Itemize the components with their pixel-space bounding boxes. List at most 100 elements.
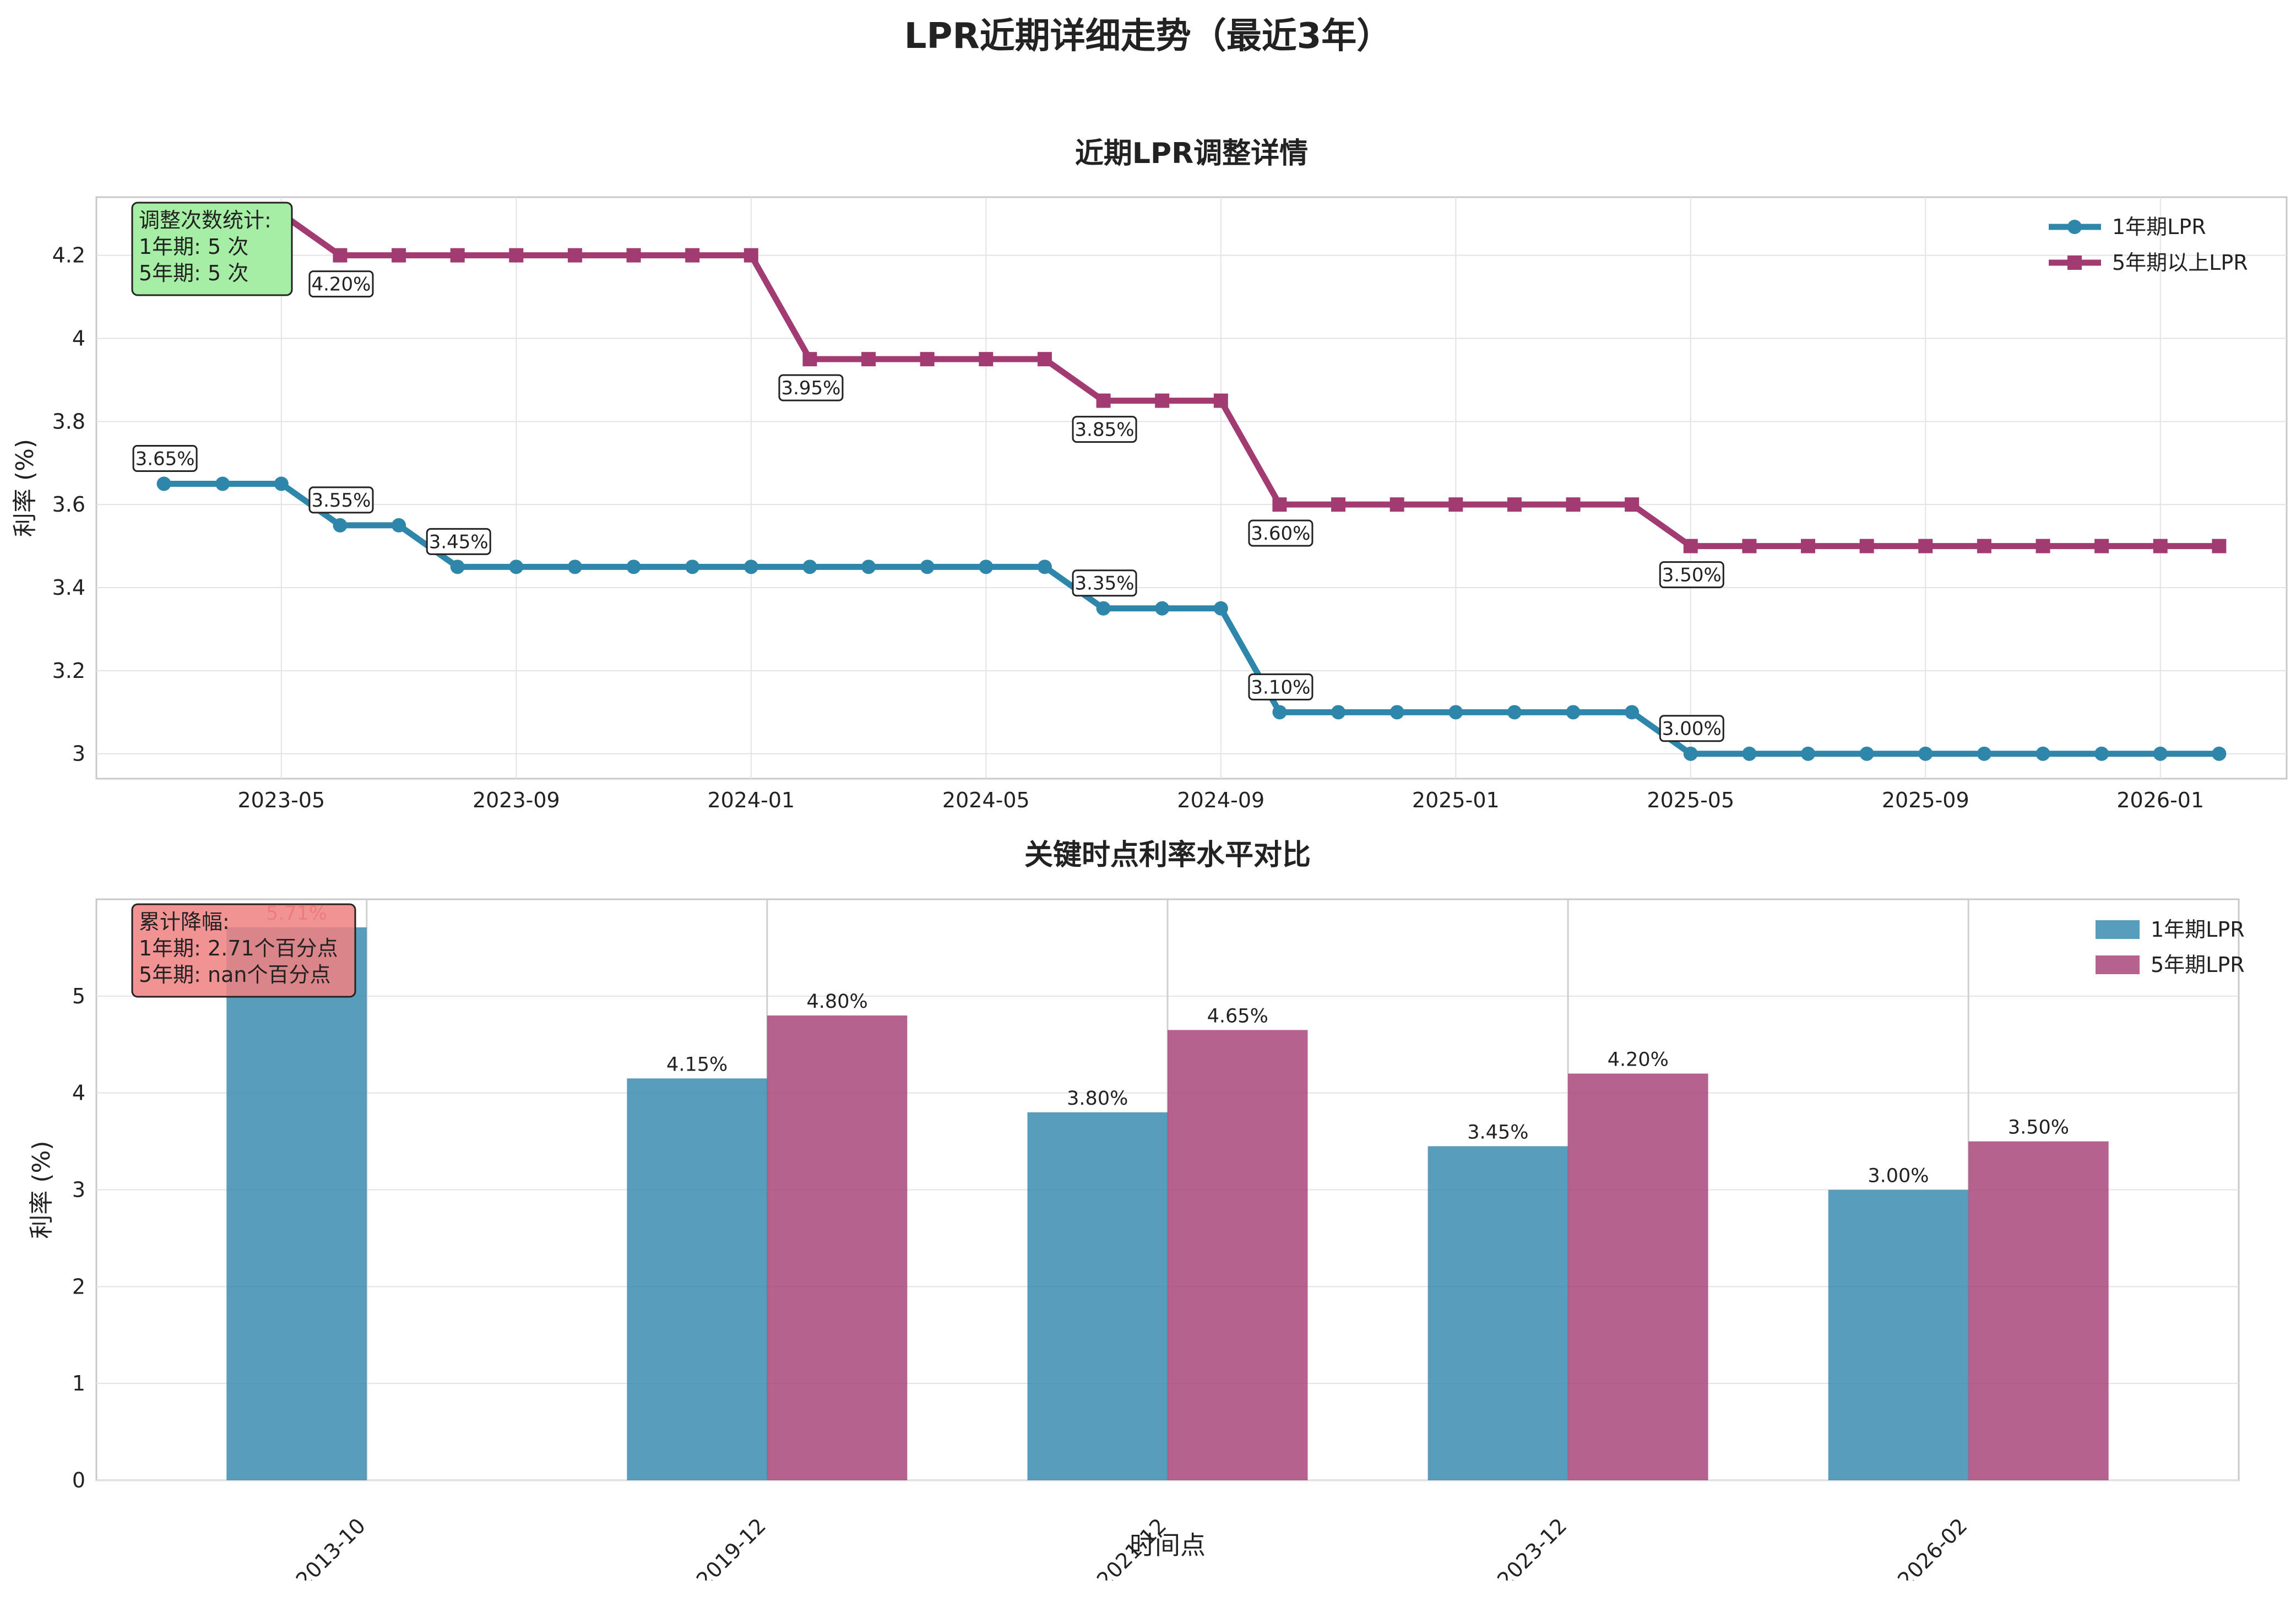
data-point xyxy=(392,248,406,263)
change-label-box xyxy=(778,374,844,401)
data-point xyxy=(626,248,641,263)
change-label-box xyxy=(308,270,374,298)
line-plot-area xyxy=(95,196,2288,780)
adjustment-count-box xyxy=(131,202,293,296)
info-box-line: 累计降幅: xyxy=(139,910,230,934)
data-point xyxy=(1389,497,1404,512)
data-point xyxy=(333,518,348,533)
data-point xyxy=(1331,705,1346,720)
change-label-box xyxy=(1659,561,1724,589)
x-tick-label: 2024-09 xyxy=(1177,788,1264,812)
legend-label: 1年期LPR xyxy=(2151,917,2245,942)
bar xyxy=(1828,1190,1969,1480)
x-tick-label: 2026-02 xyxy=(1893,1513,1972,1580)
change-label: 3.10% xyxy=(1251,676,1310,698)
change-label: 3.65% xyxy=(135,448,195,470)
data-point xyxy=(450,560,465,574)
bar-value-label: 4.65% xyxy=(1207,1005,1268,1027)
data-point xyxy=(802,352,817,367)
y-tick-label: 3.2 xyxy=(52,659,85,683)
change-label-box xyxy=(132,444,198,472)
change-label: 4.20% xyxy=(311,274,371,296)
data-point xyxy=(1566,705,1581,720)
y-tick-label: 3 xyxy=(72,742,85,766)
change-label: 3.60% xyxy=(1251,523,1310,545)
y-tick-label: 3.8 xyxy=(52,409,85,433)
data-point xyxy=(743,248,758,263)
x-tick-label: 2019-12 xyxy=(692,1513,770,1580)
legend-marker xyxy=(2067,220,2082,234)
data-point xyxy=(1625,497,1640,512)
line-chart-title: 近期LPR调整详情 xyxy=(1075,137,1308,170)
data-point xyxy=(1566,497,1581,512)
data-point xyxy=(274,476,289,491)
x-tick-label: 2024-01 xyxy=(707,788,795,812)
x-tick-label: 2013-10 xyxy=(291,1513,370,1580)
data-point xyxy=(861,560,876,574)
figure-title: LPR近期详细走势（最近3年） xyxy=(904,16,1392,57)
data-point xyxy=(1037,560,1052,574)
change-label: 3.50% xyxy=(1662,564,1722,586)
data-point xyxy=(1742,539,1757,553)
data-point xyxy=(979,560,994,574)
line-chart: 近期LPR调整详情 3 3.2 3.4 3.6 3.8 4 4.2 2023-05 2023-09… xyxy=(11,137,2288,812)
data-point xyxy=(509,248,524,263)
data-point xyxy=(1625,705,1640,720)
change-label: 3.85% xyxy=(1075,419,1135,441)
data-point xyxy=(1272,497,1287,512)
data-point xyxy=(2153,746,2168,761)
data-point xyxy=(979,352,994,367)
y-tick-label: 2 xyxy=(72,1274,85,1299)
y-tick-label: 1 xyxy=(72,1371,85,1395)
change-label-box xyxy=(308,486,374,514)
data-point xyxy=(1448,497,1463,512)
data-point xyxy=(333,248,348,263)
legend-label: 5年期LPR xyxy=(2151,953,2245,977)
bar xyxy=(1168,1030,1308,1480)
data-point xyxy=(567,560,582,574)
bar xyxy=(226,927,367,1480)
legend-swatch xyxy=(2096,955,2140,974)
bar xyxy=(1968,1141,2109,1480)
info-box-line: 1年期: 2.71个百分点 xyxy=(139,936,338,960)
bar-value-label: 4.15% xyxy=(666,1053,728,1076)
data-point xyxy=(1977,539,1991,553)
bar-value-label: 3.50% xyxy=(2008,1117,2069,1139)
bar xyxy=(1027,1112,1168,1480)
x-tick-label: 2023-09 xyxy=(473,788,560,812)
bar xyxy=(1427,1146,1568,1480)
data-point xyxy=(1683,746,1698,761)
data-point xyxy=(1448,705,1463,720)
y-tick-label: 0 xyxy=(72,1468,85,1492)
x-tick-label: 2023-05 xyxy=(237,788,325,812)
data-point xyxy=(920,352,935,367)
bar-value-label: 4.20% xyxy=(1608,1049,1669,1071)
data-point xyxy=(1977,746,1991,761)
y-tick-label: 3 xyxy=(72,1178,85,1202)
data-point xyxy=(215,476,230,491)
data-point xyxy=(626,560,641,574)
data-point xyxy=(1801,746,1816,761)
x-tick-label: 2025-01 xyxy=(1412,788,1500,812)
change-label-box xyxy=(1659,715,1724,742)
data-point xyxy=(1272,705,1287,720)
x-tick-label: 2024-05 xyxy=(942,788,1030,812)
data-point xyxy=(509,560,524,574)
data-point xyxy=(1507,705,1522,720)
x-tick-label: 2025-05 xyxy=(1647,788,1734,812)
data-point xyxy=(567,248,582,263)
change-label: 3.00% xyxy=(1662,718,1722,740)
data-point xyxy=(1801,539,1816,553)
info-box-line: 5年期: nan个百分点 xyxy=(139,963,331,987)
data-point xyxy=(2094,539,2109,553)
data-point xyxy=(1213,393,1228,408)
data-point xyxy=(1096,393,1111,408)
data-point xyxy=(1155,601,1170,616)
data-point xyxy=(2036,746,2050,761)
data-point xyxy=(2094,746,2109,761)
x-axis-label: 时间点 xyxy=(1130,1530,1206,1560)
y-tick-label: 4 xyxy=(72,1081,85,1105)
series-line-1 xyxy=(164,480,2219,757)
data-point xyxy=(450,248,465,263)
info-box-line: 调整次数统计: xyxy=(139,208,272,232)
